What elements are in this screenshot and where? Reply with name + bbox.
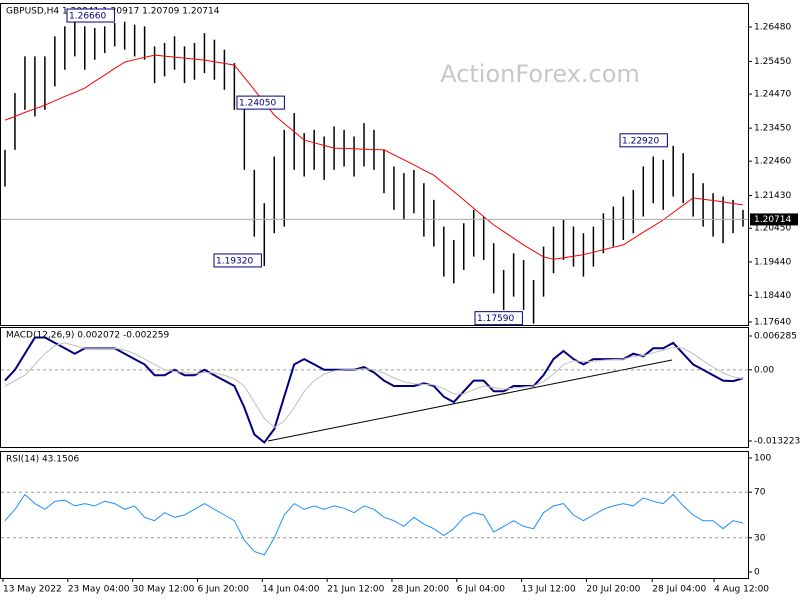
x-tick-label: 4 Aug 12:00 <box>714 585 769 595</box>
y-tick-label: 0.00 <box>754 365 774 375</box>
panel-title: MACD(12,26,9) 0.002072 -0.002259 <box>6 331 169 341</box>
annotation-box <box>474 311 523 326</box>
y-tick-label: 0.006285 <box>754 331 797 341</box>
watermark: ActionForex.com <box>440 60 640 88</box>
rsi-panel <box>0 451 749 579</box>
y-tick-label: 70 <box>754 488 766 498</box>
series-line <box>4 342 744 429</box>
x-tick-label: 13 Jul 12:00 <box>522 585 576 595</box>
y-tick-label: 1.21430 <box>754 191 791 201</box>
x-tick-label: 13 May 2022 <box>3 585 62 595</box>
y-tick-label: 1.23450 <box>754 124 791 134</box>
annotation-box <box>66 8 115 23</box>
annotation-label: 1.19320 <box>216 256 253 266</box>
price-panel <box>0 3 749 326</box>
annotation-label: 1.17590 <box>477 314 514 324</box>
x-tick-label: 6 Jun 20:00 <box>197 585 249 595</box>
current-price-label: 1.20714 <box>754 215 791 225</box>
current-price-box <box>750 213 798 226</box>
annotation-box <box>213 253 262 268</box>
annotation-label: 1.26660 <box>69 12 106 22</box>
macd-panel <box>0 327 749 448</box>
x-tick-label: 30 May 12:00 <box>133 585 195 595</box>
y-tick-label: 1.24470 <box>754 90 791 100</box>
annotation-box <box>619 133 668 148</box>
trend-line <box>267 359 673 442</box>
y-tick-label: 1.25450 <box>754 57 791 67</box>
y-tick-label: 1.22460 <box>754 157 791 167</box>
y-tick-label: 1.18440 <box>754 291 791 301</box>
x-tick-label: 20 Jul 20:00 <box>586 585 640 595</box>
y-tick-label: 30 <box>754 533 766 543</box>
annotation-label: 1.22920 <box>622 136 659 146</box>
y-tick-label: 100 <box>754 454 771 464</box>
annotation-box <box>236 95 285 110</box>
y-tick-label: 1.17640 <box>754 317 791 327</box>
series-line <box>4 493 744 556</box>
annotation-label: 1.24050 <box>239 99 276 109</box>
y-tick-label: 1.20450 <box>754 224 791 234</box>
series-line <box>4 54 744 260</box>
y-tick-label: 1.19440 <box>754 257 791 267</box>
x-tick-label: 21 Jun 12:00 <box>327 585 384 595</box>
y-tick-label: 0 <box>754 567 760 577</box>
x-tick-label: 14 Jun 04:00 <box>262 585 319 595</box>
y-tick-label: 1.26480 <box>754 23 791 33</box>
x-tick-label: 28 Jul 04:00 <box>652 585 706 595</box>
x-tick-label: 28 Jun 20:00 <box>392 585 449 595</box>
x-tick-label: 23 May 04:00 <box>68 585 130 595</box>
y-tick-label: -0.013223 <box>754 436 800 446</box>
panel-title: RSI(14) 43.1506 <box>6 455 79 465</box>
x-tick-label: 6 Jul 04:00 <box>457 585 506 595</box>
